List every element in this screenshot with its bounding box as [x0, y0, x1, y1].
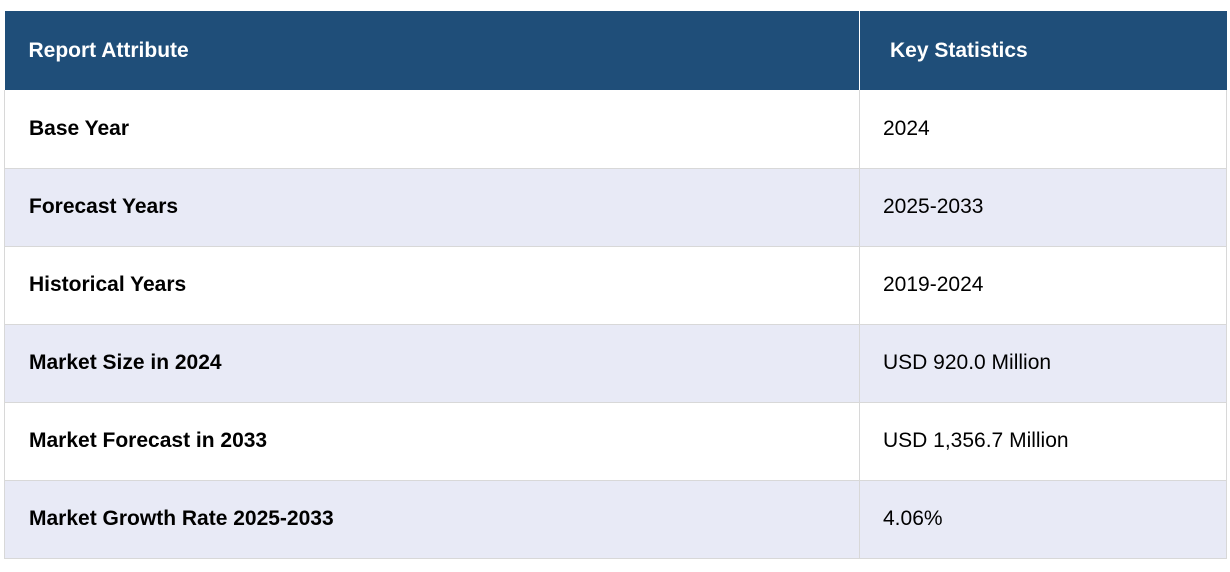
row-value: 2024	[859, 90, 1227, 169]
table-row: Base Year 2024	[4, 90, 1227, 169]
table-row: Market Growth Rate 2025-2033 4.06%	[4, 480, 1227, 559]
row-attribute: Market Size in 2024	[4, 324, 860, 403]
table-row: Historical Years 2019-2024	[4, 246, 1227, 325]
header-report-attribute: Report Attribute	[4, 11, 860, 90]
report-attributes-table: Report Attribute Key Statistics Base Yea…	[4, 11, 1227, 559]
row-attribute: Historical Years	[4, 246, 860, 325]
row-attribute: Base Year	[4, 90, 860, 169]
row-value: 2019-2024	[859, 246, 1227, 325]
row-value: 4.06%	[859, 480, 1227, 559]
table-body: Base Year 2024 Forecast Years 2025-2033 …	[4, 90, 1227, 559]
report-table-container: Report Attribute Key Statistics Base Yea…	[4, 11, 1227, 559]
row-attribute: Market Forecast in 2033	[4, 402, 860, 481]
table-header-row: Report Attribute Key Statistics	[4, 11, 1227, 90]
table-row: Market Forecast in 2033 USD 1,356.7 Mill…	[4, 402, 1227, 481]
row-value: USD 1,356.7 Million	[859, 402, 1227, 481]
row-value: USD 920.0 Million	[859, 324, 1227, 403]
row-attribute: Market Growth Rate 2025-2033	[4, 480, 860, 559]
table-header: Report Attribute Key Statistics	[4, 11, 1227, 90]
row-value: 2025-2033	[859, 168, 1227, 247]
row-attribute: Forecast Years	[4, 168, 860, 247]
header-key-statistics: Key Statistics	[890, 38, 1028, 62]
table-row: Market Size in 2024 USD 920.0 Million	[4, 324, 1227, 403]
table-row: Forecast Years 2025-2033	[4, 168, 1227, 247]
